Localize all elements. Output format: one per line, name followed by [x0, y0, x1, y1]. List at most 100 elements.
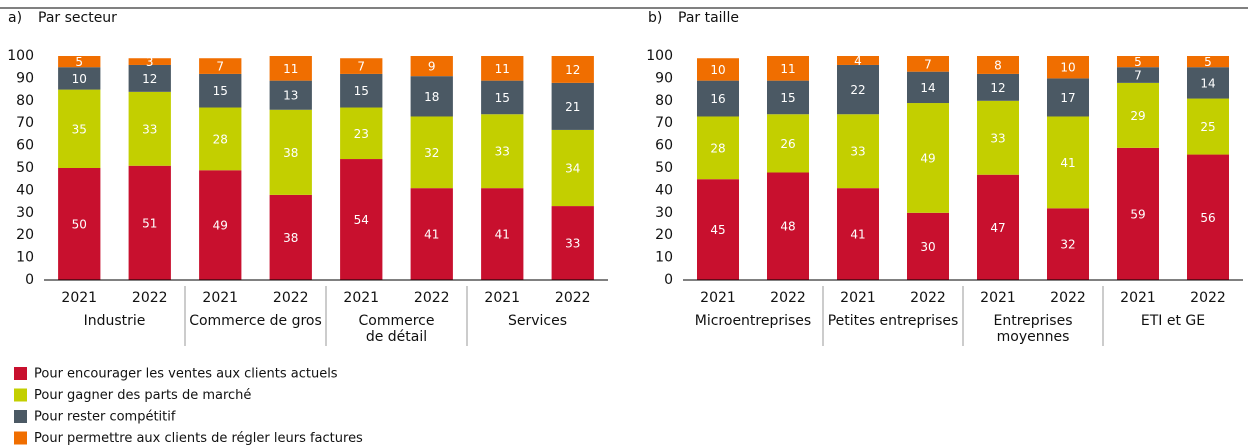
bar-segment [767, 56, 809, 81]
bar-segment [1117, 82, 1159, 148]
y-tick-label: 30 [655, 205, 673, 221]
value-label: 14 [1200, 76, 1215, 90]
bar-segment [58, 67, 101, 90]
y-tick-label: 100 [646, 48, 673, 64]
bar-segment [410, 188, 453, 280]
value-label: 25 [1200, 120, 1215, 134]
panel-label: a) [8, 10, 22, 26]
x-tick-label: 2022 [1050, 290, 1086, 306]
y-tick-label: 60 [16, 138, 34, 154]
bar-segment [199, 73, 242, 108]
bar-segment [767, 114, 809, 173]
bar-segment [551, 206, 594, 280]
y-tick-label: 90 [655, 70, 673, 86]
value-label: 13 [283, 89, 298, 103]
x-tick-label: 2022 [132, 290, 168, 306]
y-tick-label: 20 [655, 227, 673, 243]
bar-segment [837, 64, 879, 115]
bar-segment [697, 179, 739, 280]
y-tick-label: 10 [655, 250, 673, 266]
y-tick-label: 40 [655, 182, 673, 198]
value-label: 5 [1134, 55, 1142, 69]
value-label: 59 [1130, 207, 1145, 221]
value-label: 16 [710, 92, 725, 106]
value-label: 28 [213, 132, 228, 146]
value-label: 41 [424, 228, 439, 242]
value-label: 48 [780, 220, 795, 234]
value-label: 9 [428, 60, 436, 74]
value-label: 49 [213, 219, 228, 233]
value-label: 3 [146, 55, 154, 69]
value-label: 33 [142, 122, 157, 136]
bar-segment [697, 80, 739, 117]
group-label: ETI et GE [1141, 313, 1205, 329]
value-label: 33 [565, 237, 580, 251]
bar-segment [1117, 67, 1159, 83]
bar-segment [58, 56, 101, 68]
group-label: moyennes [997, 329, 1070, 345]
x-tick-label: 2022 [273, 290, 309, 306]
x-tick-label: 2021 [343, 290, 379, 306]
bar-segment [767, 80, 809, 115]
bar-segment [410, 56, 453, 77]
value-label: 33 [495, 145, 510, 159]
y-tick-label: 80 [655, 93, 673, 109]
x-tick-label: 2021 [840, 290, 876, 306]
legend-swatch [14, 431, 27, 445]
y-tick-label: 50 [655, 160, 673, 176]
bar-segment [977, 73, 1019, 101]
value-label: 14 [920, 81, 935, 95]
value-label: 21 [565, 100, 580, 114]
bar-segment [697, 116, 739, 180]
value-label: 10 [72, 72, 87, 86]
bar-segment [907, 71, 949, 104]
x-tick-label: 2021 [980, 290, 1016, 306]
value-label: 41 [495, 228, 510, 242]
panel-label: b) [648, 10, 662, 26]
panel-title: Par secteur [38, 10, 117, 26]
group-label: Industrie [84, 313, 146, 329]
value-label: 38 [283, 146, 298, 160]
value-label: 28 [710, 141, 725, 155]
bar-segment [128, 91, 171, 166]
y-tick-label: 0 [664, 272, 673, 288]
value-label: 32 [424, 146, 439, 160]
x-tick-label: 2022 [414, 290, 450, 306]
x-tick-label: 2021 [202, 290, 238, 306]
x-tick-label: 2021 [700, 290, 736, 306]
value-label: 12 [990, 81, 1005, 95]
value-label: 15 [780, 91, 795, 105]
value-label: 26 [780, 137, 795, 151]
value-label: 41 [850, 228, 865, 242]
bar-segment [1047, 56, 1089, 79]
group-label: Services [508, 313, 567, 329]
value-label: 10 [1060, 61, 1075, 75]
y-tick-label: 10 [16, 250, 34, 266]
value-label: 38 [283, 231, 298, 245]
legend-swatch [14, 388, 27, 402]
bar-segment [1117, 56, 1159, 68]
bar-segment [481, 56, 524, 81]
value-label: 47 [990, 221, 1005, 235]
y-tick-label: 70 [655, 115, 673, 131]
bar-segment [128, 165, 171, 280]
value-label: 15 [495, 91, 510, 105]
value-label: 49 [920, 151, 935, 165]
bar-segment [199, 58, 242, 74]
value-label: 54 [354, 213, 369, 227]
value-label: 5 [75, 55, 83, 69]
bar-segment [551, 129, 594, 207]
bar-segment [340, 159, 383, 280]
bar-segment [58, 168, 101, 280]
legend-swatch [14, 367, 27, 380]
value-label: 10 [710, 63, 725, 77]
bar-segment [58, 89, 101, 168]
bar-segment [199, 170, 242, 280]
group-label: Petites entreprises [828, 313, 959, 329]
value-label: 11 [780, 62, 795, 76]
y-tick-label: 100 [7, 48, 34, 64]
value-label: 7 [1134, 69, 1142, 83]
bar-segment [269, 80, 312, 110]
value-label: 34 [565, 162, 580, 176]
